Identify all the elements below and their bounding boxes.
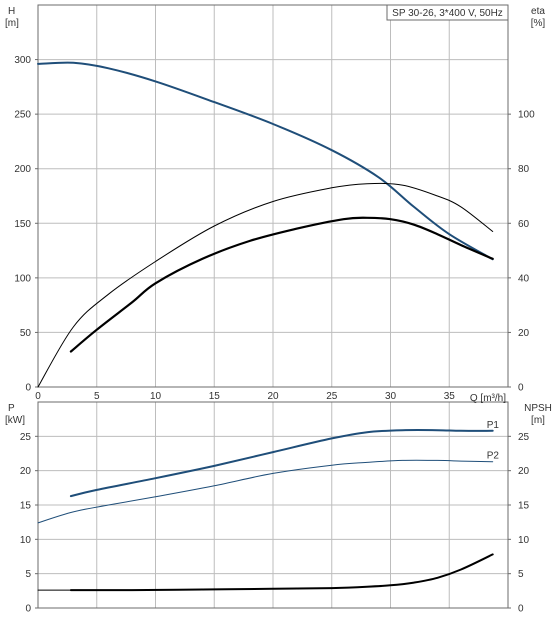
series-label: P2	[487, 451, 500, 462]
y-right-tick-label: 5	[518, 569, 524, 580]
y-right-axis-title: NPSH	[524, 403, 552, 414]
series-layer	[37, 61, 494, 592]
y-left-tick-label: 0	[25, 383, 31, 394]
y-right-tick-label: 20	[518, 466, 530, 477]
x-tick-label: 30	[385, 391, 397, 402]
y-right-axis-title: eta	[531, 6, 545, 17]
y-right-axis-unit: [m]	[531, 415, 545, 426]
x-tick-label: 5	[94, 391, 100, 402]
y-left-axis-unit: [kW]	[5, 415, 25, 426]
y-right-tick-label: 0	[518, 604, 524, 615]
y-left-axis-title: H	[8, 6, 15, 17]
chart-title: SP 30-26, 3*400 V, 50Hz	[392, 8, 503, 19]
y-left-tick-label: 20	[20, 466, 32, 477]
x-tick-label: 35	[444, 391, 456, 402]
series-line	[37, 182, 494, 388]
y-right-tick-label: 0	[518, 383, 524, 394]
y-right-tick-label: 40	[518, 273, 530, 284]
y-right-tick-label: 80	[518, 164, 530, 175]
y-right-tick-label: 60	[518, 219, 530, 230]
y-left-tick-label: 50	[20, 328, 32, 339]
x-axis-title: Q [m³/h]	[470, 393, 506, 404]
y-left-tick-label: 10	[20, 535, 32, 546]
y-left-tick-label: 25	[20, 432, 32, 443]
y-left-tick-label: 300	[14, 55, 31, 66]
y-left-tick-label: 5	[25, 569, 31, 580]
chart-title-box	[386, 4, 509, 21]
x-tick-label: 20	[267, 391, 279, 402]
y-left-axis-title: P	[8, 403, 15, 414]
y-left-tick-label: 150	[14, 219, 31, 230]
p2-series-line	[37, 459, 494, 524]
y-right-tick-label: 10	[518, 535, 530, 546]
series-line	[37, 61, 494, 261]
y-right-axis-unit: [%]	[531, 18, 546, 29]
y-right-tick-label: 20	[518, 328, 530, 339]
x-tick-label: 25	[326, 391, 338, 402]
plot-frame	[37, 4, 509, 388]
y-right-tick-label: 100	[518, 110, 535, 121]
y-left-axis-unit: [m]	[5, 18, 19, 29]
series-line	[69, 216, 494, 353]
y-left-tick-label: 0	[25, 604, 31, 615]
x-tick-label: 15	[209, 391, 221, 402]
grid-layer	[35, 4, 511, 609]
p1-series-line	[69, 428, 494, 498]
x-tick-label: 0	[35, 391, 41, 402]
y-right-tick-label: 15	[518, 501, 530, 512]
y-left-tick-label: 100	[14, 273, 31, 284]
y-left-tick-label: 250	[14, 110, 31, 121]
series-line	[69, 553, 494, 592]
x-tick-label: 10	[150, 391, 162, 402]
y-right-tick-label: 25	[518, 432, 530, 443]
y-left-tick-label: 15	[20, 501, 32, 512]
y-left-tick-label: 200	[14, 164, 31, 175]
series-label: P1	[487, 420, 500, 431]
